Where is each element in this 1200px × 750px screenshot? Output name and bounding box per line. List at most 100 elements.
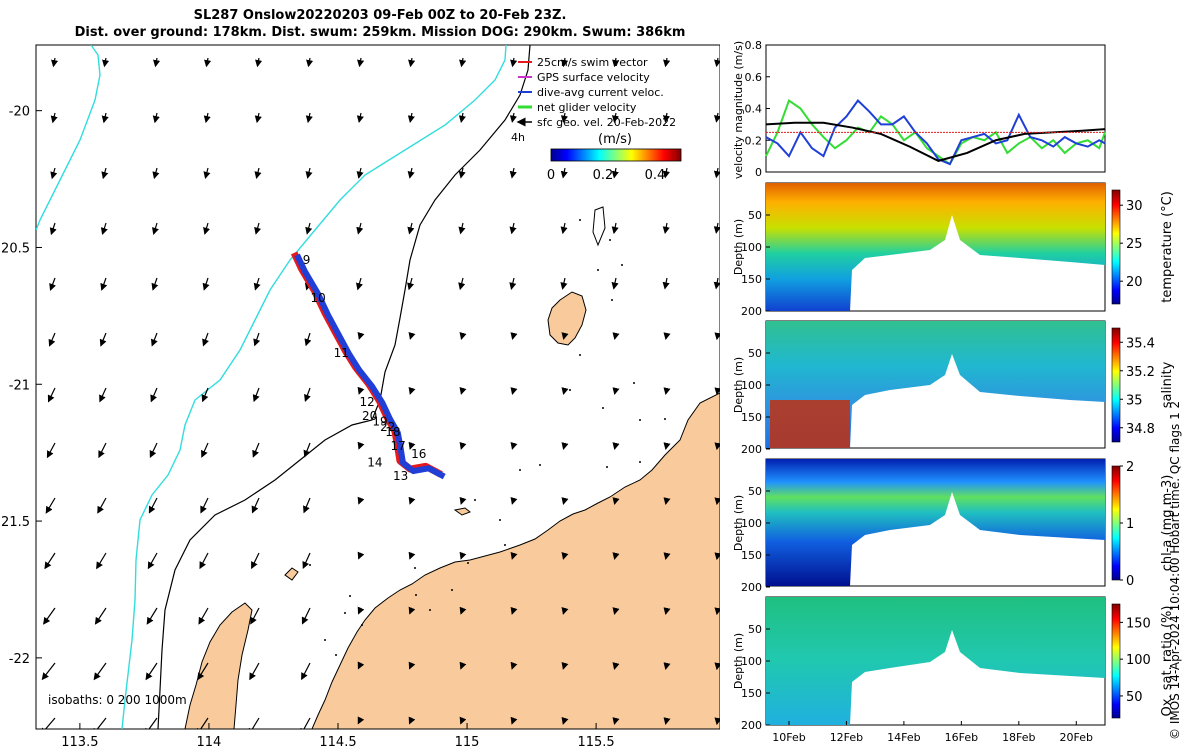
reef-dot [414,567,416,569]
geo-velocity-arrow [560,222,568,235]
geo-velocity-arrow [612,332,620,341]
isobath-note: isobaths: 0 200 1000m [48,693,187,707]
reef-dot [519,469,521,471]
reef-dot [602,407,604,409]
map-y-tick-label: -20 [9,105,30,120]
geo-velocity-arrow [612,662,620,670]
velocity-frame [765,44,1106,173]
geo-velocity-arrow [99,332,107,347]
island-small-1 [453,507,471,516]
date-x-ticks: 10Feb 12Feb 14Feb 16Feb 18Feb 20Feb [772,721,1093,744]
velocity-line-net [765,99,1106,166]
geo-velocity-arrow [151,277,159,291]
geo-velocity-arrow [509,222,517,235]
geo-velocity-arrow [301,607,311,625]
geo-velocity-arrow [561,57,569,68]
reef-dot [474,499,476,501]
geo-velocity-arrow [93,662,107,681]
geo-velocity-arrow [714,57,720,68]
velocity-y-ticks: 0 0.2 0.4 0.6 0.8 [745,39,770,179]
geo-velocity-arrow [50,167,58,180]
geo-velocity-arrow [510,661,518,670]
geo-velocity-arrow [150,387,158,403]
geo-velocity-arrow [357,386,365,395]
oxygen-colorbar-label: Ox. sat. ratio (%) [1160,606,1175,717]
reef-dot [639,461,641,463]
velocity-y-tick-label: 0.2 [745,134,763,147]
temperature-panel: 50 100 150 200 Depth (m) 20 25 30 temperature… [732,182,1175,318]
geo-velocity-arrow [203,167,211,180]
geo-velocity-arrow [97,497,107,514]
geo-velocity-arrow [458,222,466,235]
title-line-2: Dist. over ground: 178km. Dist. swum: 25… [74,25,686,40]
velocity-ylabel: velocity magnitude (m/s) [732,41,745,179]
colorbar-tick-label: 25 [1126,237,1143,252]
speed-colorbar-tick: 0 [547,168,555,183]
geo-velocity-arrow [611,112,620,123]
geo-velocity-arrow [251,552,260,570]
depth-tick-label: 100 [741,517,762,530]
geo-velocity-arrow [148,497,158,514]
velocity-y-tick-label: 0.8 [745,39,763,52]
day-label: 20 [362,409,377,423]
salinity-panel: 50 100 150 200 Depth (m) 34.8 35 35.2 35.4 sal… [732,320,1175,456]
colorbar-tick-label: 20 [1126,275,1143,290]
legend-entry-gps: GPS surface velocity [537,71,650,84]
velocity-y-tick-label: 0.4 [745,103,763,116]
geo-velocity-arrow [561,332,569,341]
date-tick-label: 18Feb [1002,731,1035,744]
geo-velocity-arrow [102,57,110,68]
map-y-tick-label: 20.5 [1,241,30,256]
map-x-tick-label: 115.5 [577,735,614,750]
geo-velocity-arrow [561,387,569,395]
velocity-y-tick-label: 0.6 [745,71,763,84]
map-x-tick-label: 114 [197,735,222,750]
velocity-panel: 0 0.2 0.4 0.6 0.8 velocity magnitude (m/s) [732,39,1106,179]
geo-velocity-arrow [663,717,671,726]
geo-velocity-arrow [407,277,415,291]
geo-velocity-arrow [663,387,671,396]
geo-velocity-arrow [714,607,720,616]
oxygen-field [766,597,1105,725]
geo-velocity-arrow [44,552,56,570]
map-y-ticks: -20 20.5 -21 21.5 -22 [1,105,42,667]
geo-velocity-arrow [204,57,212,68]
depth-tick-label: 50 [748,209,762,222]
geo-velocity-arrow [92,717,107,729]
reef-dot [579,354,581,356]
island-small-2 [284,567,299,581]
reef-dot [309,564,311,566]
geo-velocity-arrow [49,222,57,236]
geo-velocity-arrow [248,717,260,729]
chla-ylabel: Depth (m) [732,495,745,551]
geo-velocity-arrow [612,387,620,396]
temperature-colorbar [1111,189,1121,305]
day-label: 9 [303,253,311,267]
geo-velocity-arrow [254,167,262,179]
geo-velocity-arrow [301,662,311,681]
map-x-tick-label: 114.5 [319,735,356,750]
geo-velocity-arrow [357,551,365,560]
geo-velocity-arrow [41,662,56,681]
geo-velocity-arrow [408,496,416,505]
depth-tick-label: 150 [741,687,762,700]
geo-velocity-arrow [100,277,108,291]
geo-velocity-arrow [510,57,518,68]
day-label: 17 [390,439,405,453]
geo-velocity-arrow [357,716,365,725]
geo-velocity-arrow [152,167,160,180]
geo-velocity-arrow [408,441,416,450]
geo-velocity-arrow [459,606,467,615]
geo-velocity-arrow [408,551,416,560]
reef-dot [606,466,608,468]
date-tick-label: 20Feb [1060,731,1093,744]
day-label: 10 [310,291,325,305]
reef-dot [569,389,571,391]
geo-velocity-arrow [152,222,159,235]
geo-velocity-arrow [458,277,466,291]
geo-velocity-arrow [200,497,209,514]
geo-velocity-arrow [663,662,671,671]
date-tick-label: 12Feb [830,731,863,744]
geo-velocity-arrow [713,112,720,123]
